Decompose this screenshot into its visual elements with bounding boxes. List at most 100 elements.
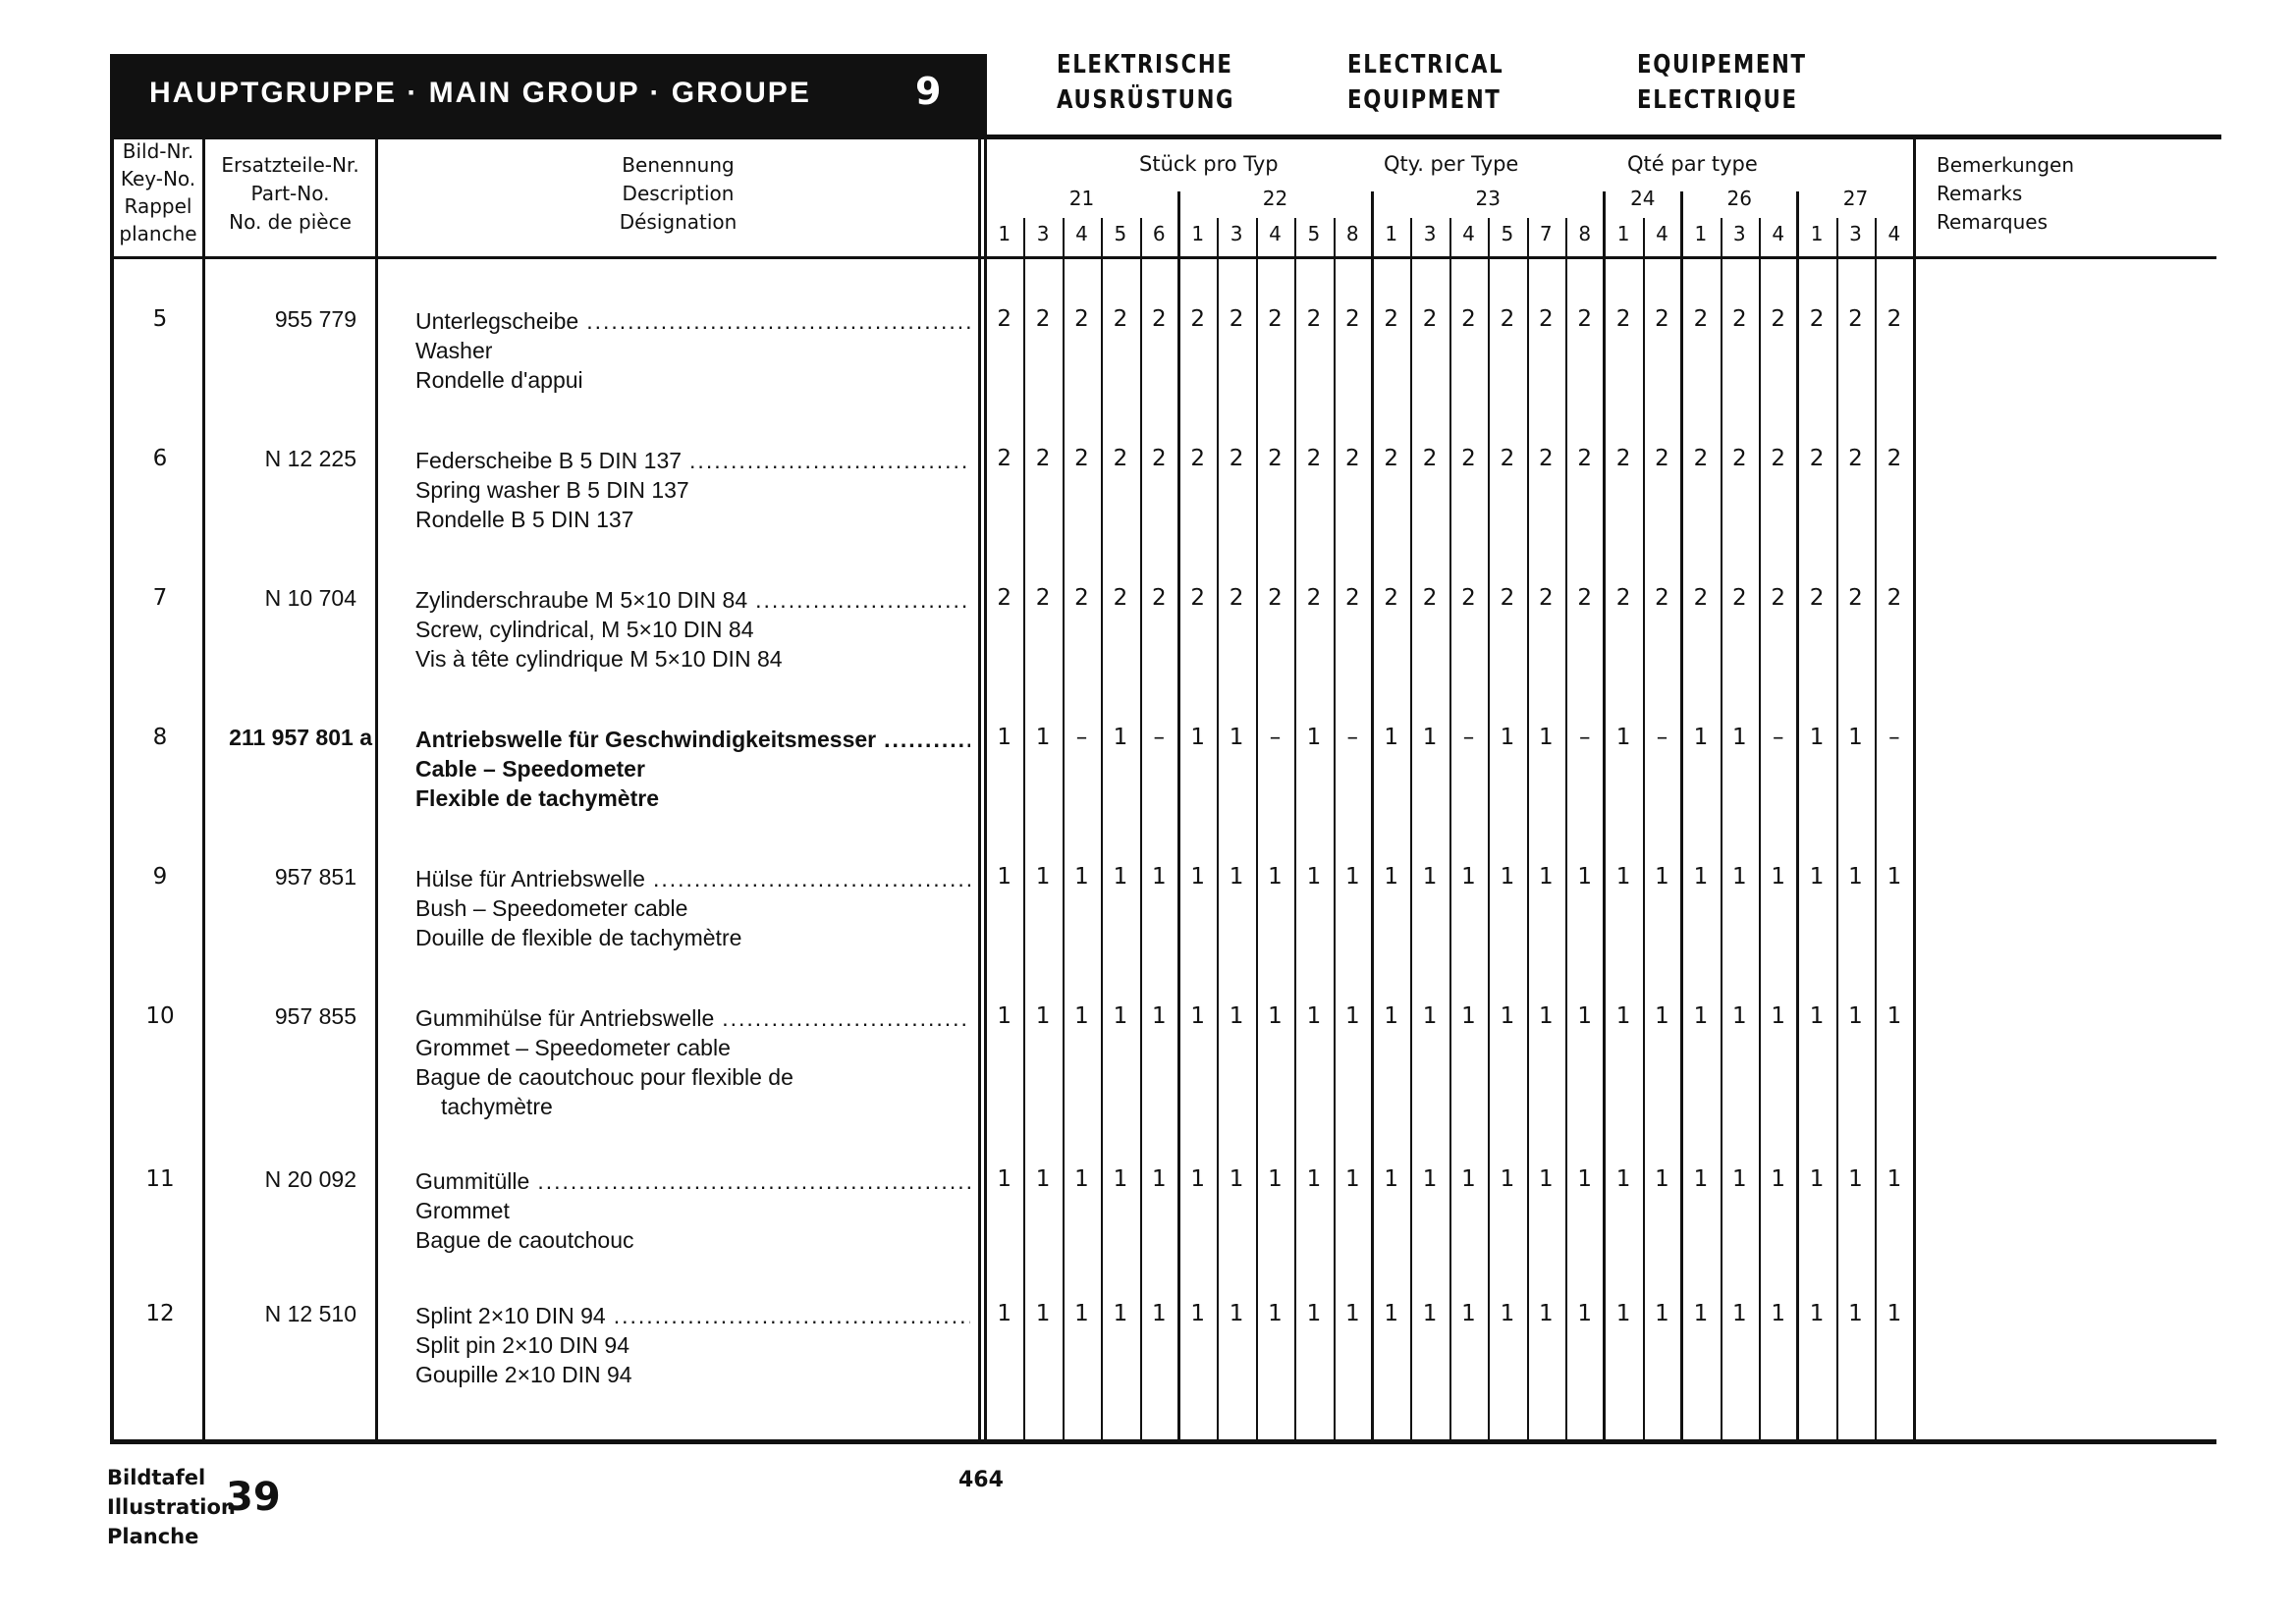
subtype-label: 8: [1578, 222, 1592, 245]
quantity-cell: 2: [1384, 446, 1399, 471]
quantity-cell: –: [1888, 725, 1900, 750]
description-text: Hülse für Antriebswelle: [415, 866, 645, 891]
quantity-cell: 1: [1074, 864, 1089, 890]
quantity-cell: 1: [1500, 1166, 1515, 1192]
leader-dots: ........................................…: [722, 1005, 970, 1031]
quantity-cell: 1: [1615, 1003, 1631, 1029]
quantity-cell: 1: [1500, 864, 1515, 890]
quantity-cell: 2: [1500, 306, 1515, 332]
subtype-divider: [1835, 218, 1838, 1440]
quantity-cell: 2: [1615, 306, 1631, 332]
quantity-cell: 2: [1035, 306, 1051, 332]
description-line: Gummihülse für Antriebswelle............…: [415, 1003, 970, 1033]
description-line: Cable – Speedometer: [415, 754, 970, 783]
quantity-cell: 2: [1190, 585, 1206, 611]
quantity-cell: 2: [1886, 306, 1902, 332]
quantity-cell: 1: [1577, 1166, 1593, 1192]
subtype-divider: [1333, 218, 1336, 1440]
quantity-cell: 1: [1268, 1166, 1283, 1192]
page-number: 464: [958, 1468, 1004, 1492]
quantity-cell: 1: [1306, 1003, 1322, 1029]
quantity-cell: 1: [997, 1166, 1012, 1192]
quantity-cell: 1: [1731, 1166, 1747, 1192]
quantity-cell: 1: [1655, 1301, 1669, 1326]
quantity-cell: 1: [1809, 1301, 1825, 1326]
quantity-cell: 2: [1306, 585, 1322, 611]
quantity-cell: 1: [1229, 1301, 1244, 1326]
quantity-cell: 1: [1344, 1166, 1360, 1192]
description-text: Rondelle B 5 DIN 137: [415, 507, 634, 532]
quantity-cell: 2: [1538, 446, 1554, 471]
quantity-cell: 1: [1577, 1003, 1593, 1029]
quantity-cell: 2: [1615, 585, 1631, 611]
quantity-cell: 1: [1731, 1003, 1747, 1029]
quantity-cell: –: [1075, 725, 1088, 750]
quantity-cell: 1: [1113, 864, 1128, 890]
description-text: Gummitülle: [415, 1168, 530, 1194]
quantity-cell: 1: [1538, 725, 1554, 750]
quantity-cell: 1: [1268, 1003, 1283, 1029]
quantity-cell: 1: [1268, 1301, 1283, 1326]
title-line: ELECTRIQUE: [1637, 85, 1798, 115]
quantity-cell: 2: [1268, 446, 1283, 471]
description: Antriebswelle für Geschwindigkeitsmesser…: [415, 725, 970, 813]
quantity-cell: 2: [1577, 306, 1593, 332]
description-line: Zylinderschraube M 5×10 DIN 84..........…: [415, 585, 970, 615]
description-line: Rondelle d'appui: [415, 365, 970, 395]
description-text: Federscheibe B 5 DIN 137: [415, 448, 683, 473]
description-text: tachymètre: [441, 1094, 553, 1119]
quantity-cell: 1: [1538, 1003, 1554, 1029]
description-line: Hülse für Antriebswelle.................…: [415, 864, 970, 893]
quantity-cell: 2: [1771, 306, 1786, 332]
quantity-cell: 2: [1886, 585, 1902, 611]
description-text: Grommet – Speedometer cable: [415, 1035, 731, 1060]
description-line: Bush – Speedometer cable: [415, 893, 970, 923]
part-number: N 10 704: [264, 585, 356, 611]
quantity-cell: 2: [1655, 585, 1669, 611]
quantity-cell: 2: [1577, 585, 1593, 611]
quantity-cell: 1: [1693, 725, 1709, 750]
description-line: tachymètre: [415, 1092, 970, 1121]
quantity-cell: 2: [1655, 446, 1669, 471]
description-line: Washer: [415, 336, 970, 365]
quantity-cell: 1: [1113, 1166, 1128, 1192]
quantity-cell: 2: [1848, 306, 1863, 332]
key-number: 5: [152, 306, 168, 332]
key-number: 7: [152, 585, 168, 611]
quantity-cell: 2: [1422, 585, 1438, 611]
description: Gummitülle..............................…: [415, 1166, 970, 1255]
subtype-label: 4: [1656, 222, 1668, 245]
subtype-divider: [1720, 218, 1722, 1440]
quantity-cell: 1: [1461, 1301, 1476, 1326]
quantity-cell: 2: [1809, 306, 1825, 332]
quantity-cell: 1: [1344, 1003, 1360, 1029]
quantity-cell: 2: [1461, 306, 1476, 332]
title-german: ELEKTRISCHE AUSRÜSTUNG: [1057, 47, 1234, 118]
subtype-divider: [1062, 218, 1065, 1440]
description-text: Douille de flexible de tachymètre: [415, 925, 742, 950]
description-text: Splint 2×10 DIN 94: [415, 1303, 606, 1328]
quantity-cell: 1: [1113, 725, 1128, 750]
subtype-label: 1: [998, 222, 1011, 245]
quantity-cell: 1: [1655, 1003, 1669, 1029]
header-line: Remarks: [1937, 182, 2023, 205]
quantity-cell: 1: [1848, 1003, 1863, 1029]
key-number: 9: [152, 864, 168, 890]
description-line: Screw, cylindrical, M 5×10 DIN 84: [415, 615, 970, 644]
header-line: No. de pièce: [229, 210, 352, 234]
subtype-label: 1: [1694, 222, 1708, 245]
quantity-cell: 1: [1151, 1003, 1167, 1029]
quantity-cell: 1: [1384, 725, 1399, 750]
quantity-cell: 1: [1886, 864, 1902, 890]
header-line: planche: [119, 222, 197, 245]
quantity-cell: 1: [1577, 864, 1593, 890]
quantity-cell: –: [1578, 725, 1591, 750]
type-group-label: 21: [1068, 187, 1095, 210]
quantity-cell: 2: [1422, 306, 1438, 332]
type-group-label: 22: [1262, 187, 1288, 210]
column-divider: [1913, 136, 1916, 1442]
quantity-cell: 2: [1151, 585, 1167, 611]
quantity-cell: 1: [1615, 725, 1631, 750]
description-line: Gummitülle..............................…: [415, 1166, 970, 1196]
subtype-divider: [1217, 218, 1220, 1440]
